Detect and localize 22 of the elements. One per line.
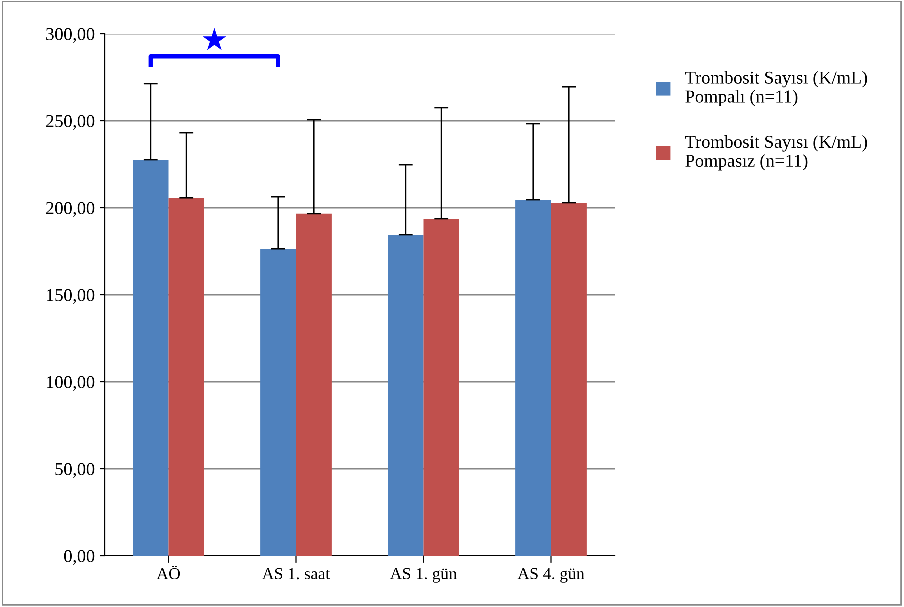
y-tick-label: 300,00: [46, 28, 95, 44]
x-tick-label: AS 4. gün: [518, 568, 585, 583]
y-tick-label: 200,00: [46, 202, 95, 218]
y-tick-label: 50,00: [56, 463, 95, 478]
legend-label: Trombosit Sayısı (K/mL) Pompalı (n=11): [685, 71, 868, 107]
bar: [516, 200, 552, 556]
bar: [424, 218, 460, 556]
bar: [168, 198, 204, 556]
bar: [551, 202, 587, 556]
bar: [133, 160, 169, 556]
bar: [260, 249, 296, 556]
y-tick-label: 0,00: [64, 550, 95, 566]
x-tick-label: AS 1. gün: [390, 568, 458, 583]
annotation: ★: [202, 28, 226, 50]
x-tick-label: AS 1. saat: [262, 568, 330, 580]
bar: [388, 234, 424, 556]
y-tick-label: 100,00: [47, 376, 95, 392]
y-tick-label: 250,00: [46, 115, 95, 130]
x-tick-label: AÖ: [156, 566, 180, 580]
legend-label: Trombosit Sayısı (K/mL) Pompasız (n=11): [685, 135, 868, 171]
bar: [296, 214, 332, 556]
y-tick-label: 150,00: [47, 289, 95, 304]
